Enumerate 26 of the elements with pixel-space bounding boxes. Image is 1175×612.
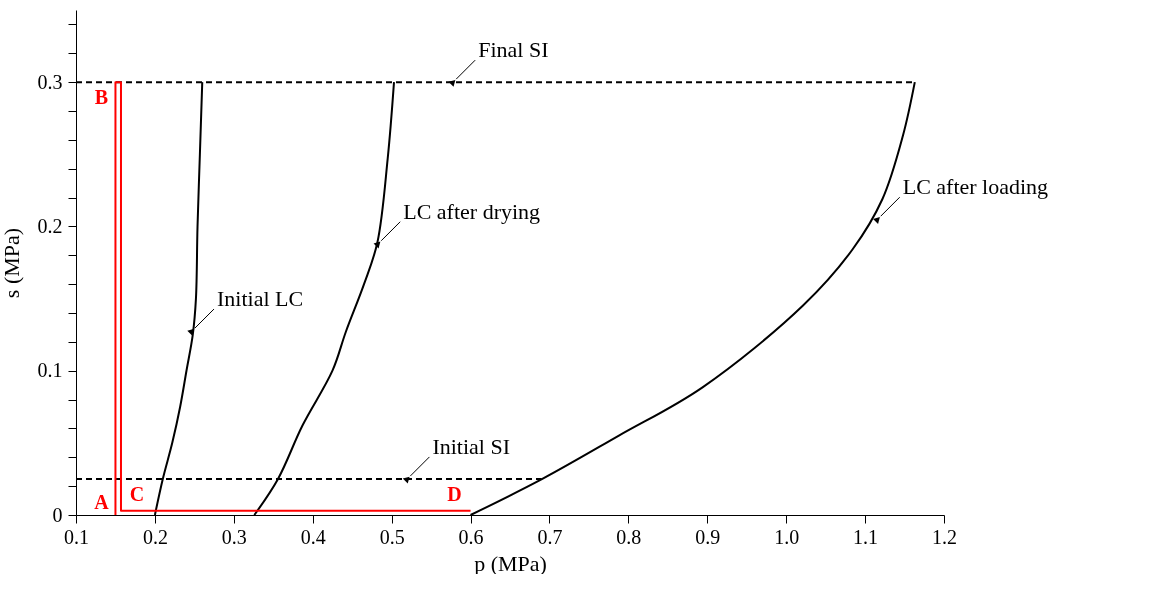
annotation: LC after drying bbox=[403, 198, 541, 224]
data-label: D bbox=[447, 482, 462, 505]
y-tick-label: 0 bbox=[52, 503, 63, 526]
x-tick-label: 0.6 bbox=[458, 525, 484, 548]
data-label: C bbox=[129, 482, 145, 505]
x-tick-label: 0.5 bbox=[379, 525, 405, 548]
annotation: LC after loading bbox=[902, 174, 1049, 200]
x-tick-label: 1.2 bbox=[932, 525, 957, 548]
x-tick-label: 0.4 bbox=[300, 525, 326, 548]
x-tick-label: 0.2 bbox=[142, 525, 168, 548]
annotation: Initial SI bbox=[432, 433, 511, 459]
x-tick-label: 1.1 bbox=[853, 525, 879, 548]
x-tick-label: 0.9 bbox=[695, 525, 721, 548]
x-tick-label: 0.8 bbox=[616, 525, 642, 548]
y-tick-label: 0.3 bbox=[37, 70, 63, 93]
x-tick-label: 0.3 bbox=[221, 525, 247, 548]
x-tick-label: 0.1 bbox=[64, 525, 89, 548]
annotation: Initial LC bbox=[217, 286, 304, 312]
x-tick-label: 1.0 bbox=[774, 525, 800, 548]
y-tick-label: 0.2 bbox=[37, 214, 63, 237]
y-tick-label: 0.1 bbox=[37, 359, 63, 382]
y-axis-title: s (MPa) bbox=[0, 227, 24, 299]
x-tick-label: 0.7 bbox=[537, 525, 563, 548]
data-label: B bbox=[94, 86, 109, 109]
data-label: A bbox=[94, 491, 110, 513]
annotation: Final SI bbox=[478, 37, 549, 63]
